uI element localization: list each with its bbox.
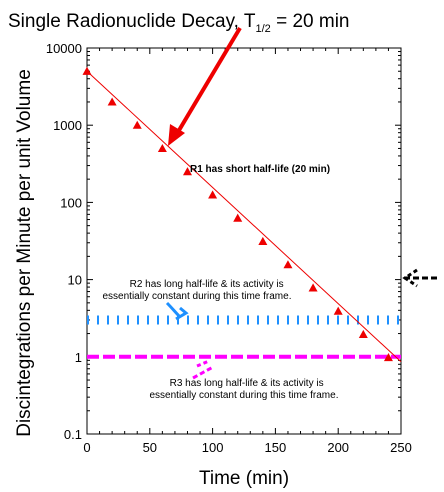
y-tick-label: 0.1	[64, 427, 82, 442]
annotation-r1: R1 has short half-life (20 min)	[190, 164, 330, 175]
series-r1-point	[208, 190, 218, 199]
series-r1-point	[258, 236, 268, 245]
annotation-r3-line2: essentially constant during this time fr…	[150, 390, 339, 401]
y-axis-label: Discintegrations per Minute per unit Vol…	[14, 69, 35, 437]
x-tick-label: 100	[202, 440, 224, 455]
series-r1-point	[182, 167, 192, 176]
series-r1-point	[157, 143, 167, 153]
chart-title: Single Radionuclide Decay, T1/2 = 20 min	[8, 11, 349, 35]
magenta-arrow-icon	[192, 359, 214, 380]
red-arrow-icon	[168, 26, 242, 146]
x-tick-label: 200	[327, 440, 349, 455]
series-r1-point	[132, 120, 142, 129]
y-tick-label: 1	[75, 350, 82, 365]
series-r1-point	[233, 213, 243, 222]
series-r1-point	[358, 329, 368, 339]
black-arrow-icon	[402, 268, 437, 288]
y-tick-label: 100	[60, 195, 82, 210]
series-r1-point	[107, 97, 117, 106]
series-group	[82, 66, 402, 363]
series-r1-fit-line	[86, 70, 402, 363]
title-subscript: 1/2	[256, 23, 271, 35]
blue-arrow-icon	[165, 301, 189, 321]
x-axis-label: Time (min)	[199, 468, 289, 489]
x-tick-label: 50	[143, 440, 157, 455]
annotation-r3-line1: R3 has long half-life & its activity is	[170, 378, 324, 389]
series-r1-point	[82, 66, 92, 75]
annotation-r3: R3 has long half-life & its activity is …	[150, 378, 339, 401]
y-tick-label: 10	[68, 273, 82, 288]
plot-frame	[86, 47, 402, 435]
series-r1-point	[308, 283, 318, 292]
series-r1-point	[283, 260, 293, 269]
x-axis-ticks: 0 50 100 150 200 250	[83, 48, 412, 455]
series-r1-point	[383, 352, 393, 362]
x-tick-label: 0	[83, 440, 90, 455]
title-main: Single Radionuclide Decay, T	[8, 11, 256, 32]
y-tick-label: 10000	[46, 41, 82, 56]
y-axis-ticks: 0.1 1 10 100 1000 10000	[46, 41, 401, 442]
annotation-r2-line2: essentially constant during this time fr…	[103, 291, 292, 302]
x-tick-label: 150	[265, 440, 287, 455]
x-tick-label: 250	[390, 440, 412, 455]
title-suffix: = 20 min	[271, 11, 350, 32]
annotation-r2: R2 has long half-life & its activity is …	[103, 279, 292, 302]
series-r1-point	[333, 306, 343, 315]
annotation-r2-line1: R2 has long half-life & its activity is	[130, 279, 284, 290]
y-tick-label: 1000	[53, 118, 82, 133]
